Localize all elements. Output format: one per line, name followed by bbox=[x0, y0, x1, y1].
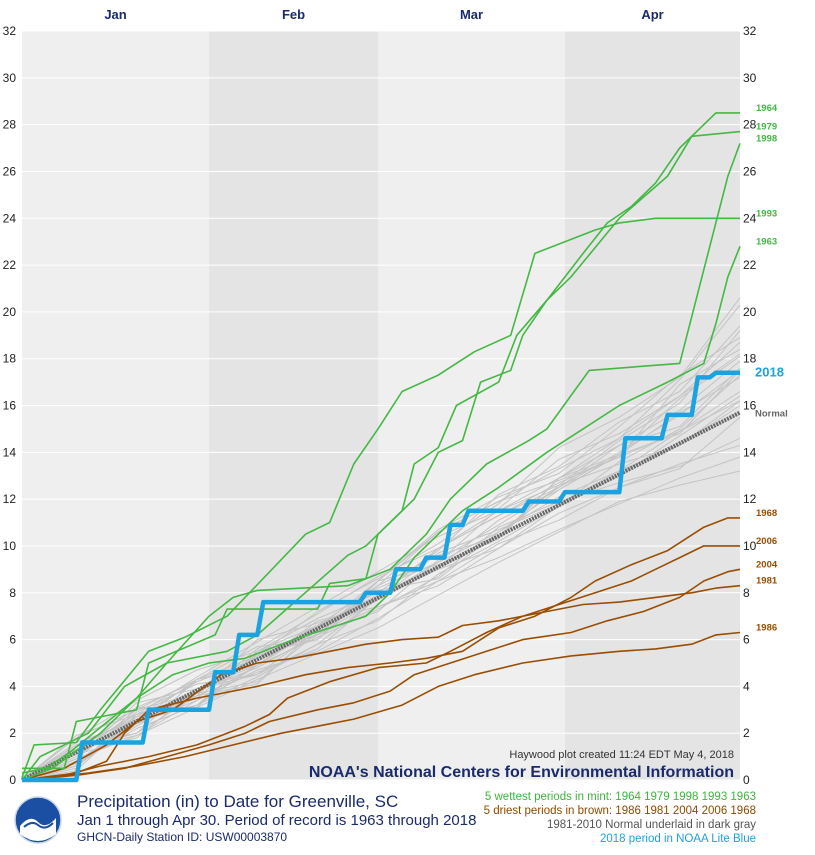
agency-name: NOAA's National Centers for Environmenta… bbox=[309, 764, 734, 781]
y-tick-label: 2 bbox=[743, 726, 750, 740]
y-tick-label: 12 bbox=[3, 492, 17, 506]
grid-lines bbox=[22, 30, 740, 781]
series-end-label: 1968 bbox=[756, 508, 777, 519]
station-id: GHCN-Daily Station ID: USW00003870 bbox=[77, 830, 288, 844]
series-line-1963 bbox=[21, 246, 741, 781]
month-label: Apr bbox=[641, 7, 663, 22]
chart-subtitle: Jan 1 through Apr 30. Period of record i… bbox=[77, 812, 477, 829]
y-tick-label: 20 bbox=[743, 305, 757, 319]
series-line-1998 bbox=[21, 143, 741, 781]
month-label: Mar bbox=[460, 7, 483, 22]
series-end-label: 2018 bbox=[755, 365, 784, 380]
y-tick-label: 24 bbox=[743, 211, 757, 225]
series-line-2006 bbox=[21, 545, 740, 781]
y-tick-label: 8 bbox=[743, 586, 750, 600]
series-line-1986 bbox=[21, 631, 741, 781]
y-tick-label: 32 bbox=[3, 24, 17, 38]
series-line-background bbox=[21, 353, 741, 781]
y-tick-label: 6 bbox=[9, 633, 16, 647]
y-tick-label: 26 bbox=[743, 164, 757, 178]
y-tick-label: 18 bbox=[3, 352, 17, 366]
series-end-label: 1981 bbox=[756, 576, 778, 587]
series-line-background bbox=[21, 470, 741, 781]
legend-normal: 1981-2010 Normal underlaid in dark gray bbox=[546, 819, 756, 831]
y-tick-label: 2 bbox=[9, 726, 16, 740]
series-end-label: 1979 bbox=[756, 122, 777, 133]
legend-current: 2018 period in NOAA Lite Blue bbox=[600, 833, 756, 845]
y-tick-label: 24 bbox=[3, 211, 17, 225]
noaa-logo-icon bbox=[14, 796, 62, 844]
title-block: Precipitation (in) to Date for Greenvill… bbox=[77, 792, 476, 846]
y-tick-label: 4 bbox=[743, 679, 750, 693]
y-tick-label: 0 bbox=[9, 773, 16, 787]
y-tick-label: 20 bbox=[3, 305, 17, 319]
y-tick-label: 14 bbox=[3, 445, 17, 459]
y-tick-label: 22 bbox=[743, 258, 757, 272]
y-tick-label: 4 bbox=[9, 679, 16, 693]
series-end-label: 1963 bbox=[756, 236, 777, 247]
y-tick-label: 14 bbox=[743, 445, 757, 459]
y-tick-label: 32 bbox=[743, 24, 757, 38]
series-line-1993 bbox=[21, 217, 740, 778]
legend: 5 wettest periods in mint: 1964 1979 199… bbox=[484, 790, 756, 846]
y-tick-label: 16 bbox=[3, 399, 17, 413]
y-tick-label: 18 bbox=[743, 352, 757, 366]
series-line-2004 bbox=[21, 568, 741, 781]
y-tick-label: 22 bbox=[3, 258, 17, 272]
series-end-label: 2004 bbox=[756, 559, 778, 570]
series-end-label: 1964 bbox=[756, 103, 778, 114]
legend-wet: 5 wettest periods in mint: 1964 1979 199… bbox=[484, 791, 756, 803]
y-tick-label: 30 bbox=[743, 71, 757, 85]
y-tick-label: 12 bbox=[743, 492, 757, 506]
series-end-label: 1998 bbox=[756, 133, 777, 144]
plot-credit: Haywood plot created 11:24 EDT May 4, 20… bbox=[509, 749, 734, 761]
legend-dry: 5 driest periods in brown: 1986 1981 200… bbox=[483, 805, 756, 817]
series-end-label: 2006 bbox=[756, 536, 777, 547]
series-line-2018 bbox=[22, 370, 740, 783]
series-line-1964 bbox=[22, 112, 740, 770]
month-label: Jan bbox=[104, 7, 126, 22]
y-tick-label: 8 bbox=[9, 586, 16, 600]
series-end-label: 1993 bbox=[756, 208, 777, 219]
y-tick-label: 30 bbox=[3, 71, 17, 85]
y-tick-label: 10 bbox=[3, 539, 17, 553]
month-labels: Jan Feb Mar Apr bbox=[104, 7, 663, 22]
y-tick-label: 10 bbox=[743, 539, 757, 553]
series-line-background bbox=[21, 341, 741, 781]
y-tick-label: 6 bbox=[743, 633, 750, 647]
month-label: Feb bbox=[282, 7, 305, 22]
series-line-background bbox=[21, 456, 741, 781]
series-line-1979 bbox=[21, 130, 741, 774]
chart-title: Precipitation (in) to Date for Greenvill… bbox=[77, 792, 399, 811]
y-tick-label: 26 bbox=[3, 164, 17, 178]
series-end-label: Normal bbox=[755, 409, 788, 420]
y-tick-label: 16 bbox=[743, 399, 757, 413]
y-tick-label: 0 bbox=[743, 773, 750, 787]
y-tick-label: 28 bbox=[743, 118, 757, 132]
chart-footer: Precipitation (in) to Date for Greenvill… bbox=[0, 790, 815, 855]
series-end-label: 1986 bbox=[756, 623, 777, 634]
y-tick-label: 28 bbox=[3, 118, 17, 132]
series-layer bbox=[21, 112, 741, 783]
